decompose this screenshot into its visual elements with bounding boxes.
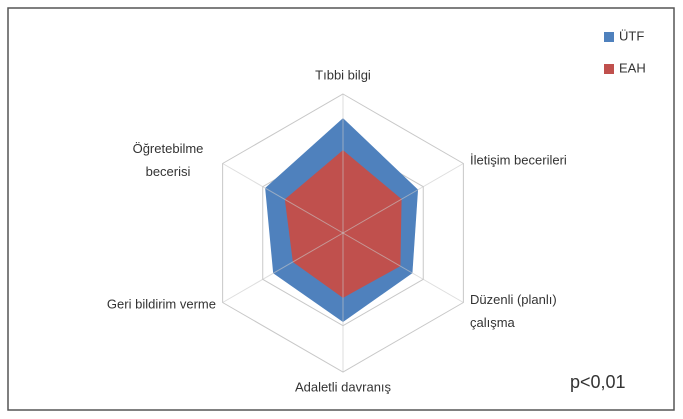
annotation: p<0,01	[570, 372, 626, 392]
category-label: Öğretebilme becerisi	[133, 141, 204, 179]
spoke	[342, 163, 464, 234]
category-label: İletişim becerileri	[470, 152, 567, 167]
category-label: Düzenli (planlı) çalışma	[470, 292, 557, 330]
spoke	[222, 232, 344, 303]
legend-swatch	[604, 32, 614, 42]
legend-label: ÜTF	[619, 28, 644, 43]
spoke	[222, 163, 344, 234]
spoke	[342, 232, 464, 303]
category-label: Adaletli davranış	[295, 379, 392, 394]
category-label: Geri bildirim verme	[107, 296, 216, 311]
legend-swatch	[604, 64, 614, 74]
category-label: Tıbbi bilgi	[315, 67, 371, 82]
legend-label: EAH	[619, 60, 646, 75]
